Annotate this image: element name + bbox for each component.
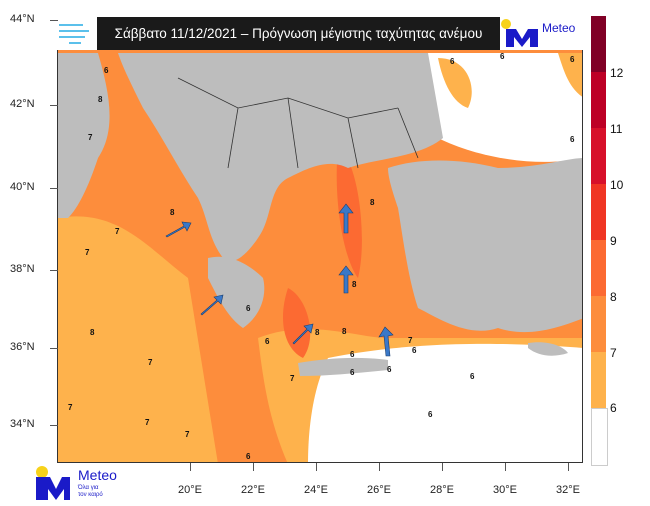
arrow-icon xyxy=(378,326,394,357)
contour-label: 6 xyxy=(570,135,575,144)
contour-label: 7 xyxy=(145,418,150,427)
contour-label: 6 xyxy=(570,55,575,64)
land-cyprus xyxy=(528,342,568,356)
colorbar-band xyxy=(591,296,606,352)
colorbar-label: 10 xyxy=(610,178,624,192)
contour-label: 6 xyxy=(246,452,251,461)
contour-label: 8 xyxy=(90,328,95,337)
lat-label: 44°N xyxy=(10,13,58,25)
arrow-icon xyxy=(165,221,192,238)
lat-label: 36°N xyxy=(10,341,58,353)
wind-icon xyxy=(59,24,89,44)
contour-label: 6 xyxy=(246,304,251,313)
land-balkans xyxy=(118,53,443,262)
contour-label: 6 xyxy=(350,350,355,359)
contour-label: 6 xyxy=(500,52,505,61)
colorbar-band xyxy=(591,240,606,296)
land-crete xyxy=(298,357,388,376)
lon-label: 28°E xyxy=(430,484,454,496)
aegean-8-9 xyxy=(283,148,362,358)
wind-arrows xyxy=(165,203,394,357)
contour-label: 6 xyxy=(412,346,417,355)
contour-label: 7 xyxy=(408,336,413,345)
lat-label: 42°N xyxy=(10,98,58,110)
colorbar-band xyxy=(591,16,606,72)
border-lines xyxy=(177,77,419,169)
contour-label: 8 xyxy=(315,328,320,337)
contour-label: 8 xyxy=(98,95,103,104)
land-italy xyxy=(58,53,110,218)
lon-label: 20°E xyxy=(178,484,202,496)
colorbar-label: 6 xyxy=(610,401,617,415)
contour-label: 7 xyxy=(85,248,90,257)
lon-label: 24°E xyxy=(304,484,328,496)
arrow-icon xyxy=(338,203,354,234)
contour-label: 8 xyxy=(342,327,347,336)
arrow-icon xyxy=(200,294,224,316)
contour-label: 7 xyxy=(68,403,73,412)
lon-label: 30°E xyxy=(493,484,517,496)
contour-label: 6 xyxy=(350,368,355,377)
land-turkey xyxy=(388,158,582,333)
colorbar-band xyxy=(591,72,606,128)
colorbar-band xyxy=(591,352,606,408)
colorbar-label: 9 xyxy=(610,234,617,248)
contour-label: 8 xyxy=(370,198,375,207)
lat-label: 38°N xyxy=(10,263,58,275)
page-title: Σάββατο 11/12/2021 – Πρόγνωση μέγιστης τ… xyxy=(97,17,500,50)
contour-label: 6 xyxy=(104,66,109,75)
colorbar-label: 8 xyxy=(610,290,617,304)
lon-label: 32°E xyxy=(556,484,580,496)
meteo-logo-bottom: Meteo Όλα για τον καιρό xyxy=(34,465,144,501)
contour-label: 7 xyxy=(290,374,295,383)
contour-label: 7 xyxy=(115,227,120,236)
sea-below-6 xyxy=(308,343,582,462)
contour-label: 7 xyxy=(185,430,190,439)
contour-label: 7 xyxy=(88,133,93,142)
meteo-logo-top: Meteo xyxy=(500,17,583,50)
colorbar-band xyxy=(591,184,606,240)
contour-label: 6 xyxy=(265,337,270,346)
colorbar-label: 12 xyxy=(610,66,624,80)
colorbar-band xyxy=(591,128,606,184)
contour-label: 6 xyxy=(428,410,433,419)
lat-label: 40°N xyxy=(10,181,58,193)
contour-label: 6 xyxy=(387,365,392,374)
colorbar-label: 11 xyxy=(610,122,623,136)
land-peloponnese xyxy=(208,256,265,328)
contour-label: 8 xyxy=(352,280,357,289)
contour-label: 6 xyxy=(470,372,475,381)
lon-label: 26°E xyxy=(367,484,391,496)
colorbar-band xyxy=(591,408,608,466)
lat-label: 34°N xyxy=(10,418,58,430)
wind-forecast-map xyxy=(57,17,583,463)
lon-label: 22°E xyxy=(241,484,265,496)
sea-6-7 xyxy=(58,216,218,462)
arrow-icon xyxy=(292,323,314,345)
wind-icon-box xyxy=(57,17,97,50)
black-sea-orange xyxy=(438,53,582,108)
contour-label: 6 xyxy=(450,57,455,66)
colorbar-label: 7 xyxy=(610,346,617,360)
contour-label: 7 xyxy=(148,358,153,367)
contour-label: 8 xyxy=(170,208,175,217)
arrow-icon xyxy=(338,265,354,294)
